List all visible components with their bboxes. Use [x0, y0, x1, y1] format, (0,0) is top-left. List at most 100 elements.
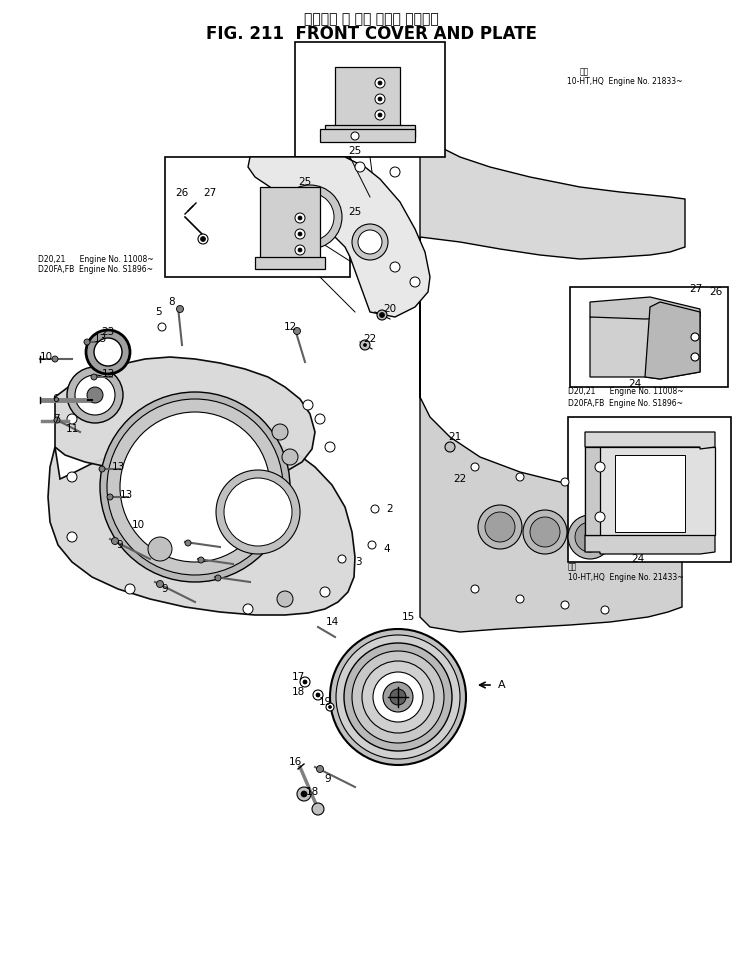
Circle shape	[373, 672, 423, 722]
Polygon shape	[248, 157, 430, 317]
Circle shape	[148, 537, 172, 561]
Circle shape	[691, 353, 699, 361]
Circle shape	[379, 313, 384, 318]
Circle shape	[303, 400, 313, 410]
Circle shape	[344, 643, 452, 751]
Circle shape	[303, 681, 306, 684]
Text: 6: 6	[53, 394, 59, 404]
Circle shape	[445, 442, 455, 452]
Text: 7: 7	[53, 414, 59, 424]
Circle shape	[320, 587, 330, 597]
Text: 23: 23	[102, 327, 114, 337]
Circle shape	[216, 470, 300, 554]
Text: 22: 22	[453, 474, 467, 484]
Circle shape	[94, 338, 122, 366]
Circle shape	[278, 185, 342, 249]
Circle shape	[198, 557, 204, 563]
Text: 21: 21	[448, 432, 462, 442]
Circle shape	[355, 244, 365, 254]
Circle shape	[390, 689, 406, 705]
Text: 3: 3	[355, 557, 361, 567]
Circle shape	[471, 585, 479, 593]
Text: 26: 26	[175, 188, 188, 198]
Circle shape	[375, 110, 385, 120]
Circle shape	[351, 132, 359, 140]
Text: 25: 25	[349, 207, 361, 217]
Circle shape	[298, 248, 302, 252]
Circle shape	[485, 512, 515, 542]
Polygon shape	[645, 302, 700, 379]
Polygon shape	[420, 107, 685, 259]
Circle shape	[298, 216, 302, 220]
Text: 5: 5	[154, 307, 161, 317]
Circle shape	[336, 635, 460, 759]
Circle shape	[301, 791, 307, 797]
Circle shape	[568, 515, 612, 559]
Circle shape	[84, 339, 90, 345]
Text: 13: 13	[93, 334, 107, 344]
Text: D20FA,FB  Engine No. S1896~: D20FA,FB Engine No. S1896~	[38, 266, 153, 275]
Circle shape	[471, 463, 479, 471]
Circle shape	[91, 374, 97, 380]
Circle shape	[371, 505, 379, 513]
Circle shape	[54, 417, 60, 423]
Circle shape	[294, 327, 301, 334]
Circle shape	[111, 537, 119, 544]
Text: 16: 16	[289, 757, 302, 767]
Text: 4: 4	[384, 544, 390, 554]
Circle shape	[390, 167, 400, 177]
Circle shape	[177, 306, 183, 313]
Text: 10: 10	[131, 520, 145, 530]
Circle shape	[530, 517, 560, 547]
Text: D20,21      Engine No. 11008~: D20,21 Engine No. 11008~	[568, 388, 683, 397]
Text: 27: 27	[689, 284, 703, 294]
Text: 備考: 備考	[568, 563, 577, 572]
Text: フロント カ バー および プレート: フロント カ バー および プレート	[303, 12, 439, 26]
Text: 9: 9	[325, 774, 332, 784]
Polygon shape	[585, 447, 715, 535]
Text: 9: 9	[116, 540, 123, 550]
Circle shape	[315, 414, 325, 424]
Text: 18: 18	[306, 787, 318, 797]
Text: 13: 13	[111, 462, 125, 472]
Text: 13: 13	[102, 369, 114, 379]
Circle shape	[325, 442, 335, 452]
Text: 25: 25	[298, 177, 312, 187]
Text: 15: 15	[401, 612, 415, 622]
Circle shape	[295, 245, 305, 255]
Text: 10-HT,HQ  Engine No. 21433~: 10-HT,HQ Engine No. 21433~	[568, 573, 683, 581]
Polygon shape	[585, 447, 600, 535]
Circle shape	[200, 236, 206, 241]
Circle shape	[107, 399, 283, 575]
Circle shape	[575, 522, 605, 552]
Circle shape	[286, 193, 334, 241]
Circle shape	[300, 677, 310, 687]
Circle shape	[316, 693, 320, 697]
Circle shape	[224, 478, 292, 546]
Bar	[568, 417, 731, 562]
Circle shape	[67, 367, 123, 423]
Text: 9: 9	[162, 584, 168, 594]
Text: 18: 18	[292, 687, 305, 697]
Circle shape	[329, 705, 332, 708]
Polygon shape	[335, 67, 400, 137]
Polygon shape	[55, 357, 315, 482]
Circle shape	[125, 584, 135, 594]
Circle shape	[364, 344, 367, 347]
Circle shape	[338, 555, 346, 563]
Circle shape	[157, 580, 163, 587]
Circle shape	[277, 591, 293, 607]
Circle shape	[317, 694, 320, 697]
Polygon shape	[590, 297, 700, 319]
Circle shape	[87, 387, 103, 403]
Circle shape	[368, 541, 376, 549]
Circle shape	[312, 803, 324, 815]
Circle shape	[378, 113, 382, 117]
Circle shape	[107, 494, 113, 500]
Polygon shape	[320, 129, 415, 142]
Circle shape	[185, 540, 191, 546]
Polygon shape	[615, 455, 685, 532]
Bar	[165, 157, 350, 277]
Text: A: A	[498, 680, 505, 690]
Text: D20,21      Engine No. 11008~: D20,21 Engine No. 11008~	[38, 256, 154, 265]
